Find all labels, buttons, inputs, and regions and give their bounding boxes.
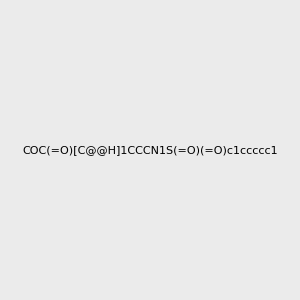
Text: COC(=O)[C@@H]1CCCN1S(=O)(=O)c1ccccc1: COC(=O)[C@@H]1CCCN1S(=O)(=O)c1ccccc1 bbox=[22, 145, 278, 155]
